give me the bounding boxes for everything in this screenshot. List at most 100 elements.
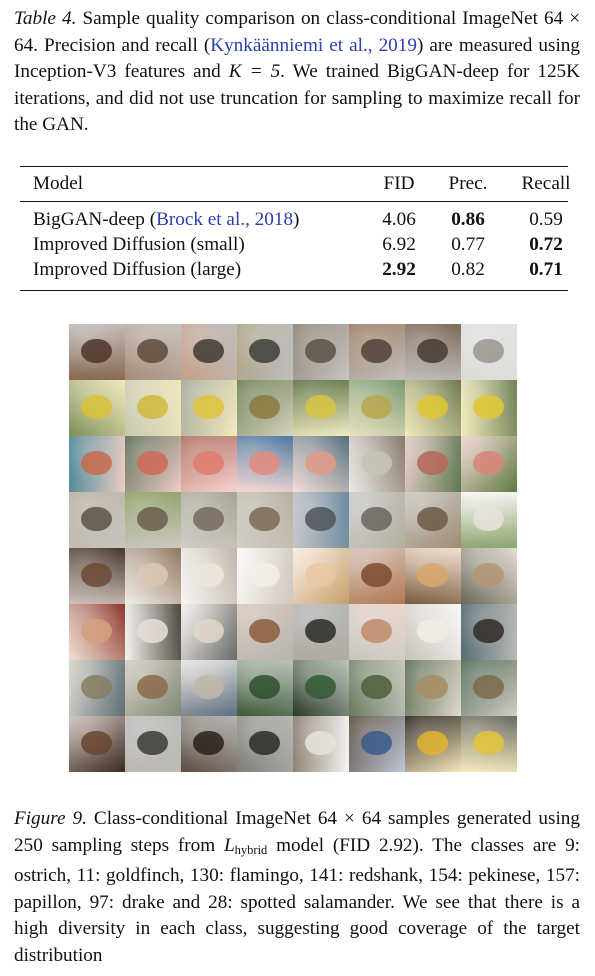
header-recall: Recall bbox=[521, 173, 571, 194]
sample-image bbox=[405, 380, 461, 436]
sample-image bbox=[405, 548, 461, 604]
math-l: L bbox=[223, 834, 235, 856]
sample-image bbox=[349, 324, 405, 380]
sample-image bbox=[461, 436, 517, 492]
sample-image bbox=[125, 716, 181, 772]
sample-image bbox=[405, 660, 461, 716]
figure-caption-text: Class-conditional ImageNet 64 × 64 sampl… bbox=[14, 808, 580, 856]
sample-image bbox=[69, 604, 125, 660]
sample-image bbox=[405, 436, 461, 492]
sample-image bbox=[181, 660, 237, 716]
table-bottom-rule bbox=[20, 290, 568, 291]
cell-precision: 0.86 bbox=[451, 209, 485, 230]
sample-image bbox=[69, 548, 125, 604]
table-caption-text-2: ) are measured using Inception-V3 featur… bbox=[14, 34, 580, 83]
sample-image bbox=[69, 436, 125, 492]
sample-image bbox=[349, 548, 405, 604]
table-row: Improved Diffusion (small) 6.92 0.77 0.7… bbox=[20, 232, 568, 257]
sample-image bbox=[293, 548, 349, 604]
sample-image bbox=[461, 716, 517, 772]
sample-image bbox=[69, 660, 125, 716]
sample-image bbox=[181, 604, 237, 660]
sample-image bbox=[237, 436, 293, 492]
sample-image bbox=[181, 380, 237, 436]
sample-image bbox=[461, 660, 517, 716]
sample-image bbox=[349, 604, 405, 660]
header-precision: Prec. bbox=[448, 173, 488, 194]
table-row: BigGAN-deep (Brock et al., 2018) 4.06 0.… bbox=[20, 207, 568, 232]
sample-image bbox=[181, 548, 237, 604]
sample-image bbox=[349, 716, 405, 772]
sample-image bbox=[237, 604, 293, 660]
table-caption-text: Sample quality comparison on class-condi… bbox=[14, 8, 581, 56]
table-label: Table 4. bbox=[14, 8, 77, 29]
sample-image bbox=[69, 716, 125, 772]
sample-image bbox=[293, 604, 349, 660]
cell-fid: 2.92 bbox=[382, 259, 416, 280]
sample-image bbox=[125, 548, 181, 604]
sample-image bbox=[293, 660, 349, 716]
sample-image bbox=[405, 492, 461, 548]
table-header-row: Model FID Prec. Recall bbox=[20, 167, 571, 201]
math-l-hybrid: Lhybrid bbox=[223, 834, 268, 857]
table-row: Improved Diffusion (large) 2.92 0.82 0.7… bbox=[20, 257, 568, 282]
sample-image bbox=[237, 324, 293, 380]
results-table: Model FID Prec. Recall BigGAN-deep (Broc… bbox=[20, 166, 571, 291]
cell-precision: 0.77 bbox=[451, 234, 485, 255]
sample-image bbox=[461, 548, 517, 604]
cell-fid: 4.06 bbox=[382, 209, 416, 230]
table-caption: Table 4. Sample quality comparison on cl… bbox=[14, 6, 580, 139]
sample-image bbox=[461, 492, 517, 548]
sample-image bbox=[405, 604, 461, 660]
paren-open: ( bbox=[149, 209, 157, 230]
cell-recall: 0.59 bbox=[529, 209, 563, 230]
math-k: K = 5 bbox=[228, 61, 281, 82]
figure-label: Figure 9. bbox=[14, 808, 87, 829]
sample-image bbox=[293, 492, 349, 548]
sample-image bbox=[181, 436, 237, 492]
sample-image bbox=[69, 380, 125, 436]
sample-image bbox=[125, 324, 181, 380]
row-model: BigGAN-deep (Brock et al., 2018) bbox=[33, 207, 299, 232]
table-top-rule bbox=[20, 166, 568, 167]
citation-link[interactable]: Brock et al., 2018 bbox=[156, 209, 294, 230]
header-fid: FID bbox=[383, 173, 415, 194]
model-name: BigGAN-deep bbox=[33, 209, 150, 230]
sample-image bbox=[125, 380, 181, 436]
sample-image bbox=[461, 604, 517, 660]
sample-image bbox=[237, 716, 293, 772]
header-model: Model bbox=[33, 173, 84, 194]
paren-close: ) bbox=[293, 209, 300, 230]
sample-image bbox=[293, 324, 349, 380]
sample-image bbox=[293, 436, 349, 492]
sample-image bbox=[237, 660, 293, 716]
citation-link[interactable]: Kynkäänniemi et al., 2019 bbox=[210, 34, 417, 56]
sample-image bbox=[461, 380, 517, 436]
sample-image bbox=[181, 716, 237, 772]
cell-recall: 0.72 bbox=[529, 234, 563, 255]
sample-image bbox=[405, 324, 461, 380]
table-caption-text-3: . We trained BigGAN-deep for 125K iterat… bbox=[14, 61, 580, 135]
cell-recall: 0.71 bbox=[529, 259, 563, 280]
figure-caption-text-2: model (FID 2.92). The classes are 9: ost… bbox=[14, 834, 580, 966]
sample-image bbox=[125, 492, 181, 548]
cell-fid: 6.92 bbox=[382, 234, 416, 255]
row-model: Improved Diffusion (large) bbox=[33, 259, 242, 280]
figure-caption: Figure 9. Class-conditional ImageNet 64 … bbox=[14, 806, 580, 969]
sample-image bbox=[293, 716, 349, 772]
sample-image bbox=[69, 324, 125, 380]
math-sub: hybrid bbox=[234, 842, 268, 857]
sample-image bbox=[125, 660, 181, 716]
sample-image bbox=[69, 492, 125, 548]
table-header-rule bbox=[20, 201, 568, 202]
sample-image bbox=[461, 324, 517, 380]
sample-image bbox=[181, 492, 237, 548]
sample-image bbox=[181, 324, 237, 380]
sample-image bbox=[349, 436, 405, 492]
sample-image bbox=[237, 380, 293, 436]
sample-image bbox=[349, 380, 405, 436]
sample-image bbox=[237, 492, 293, 548]
cell-precision: 0.82 bbox=[451, 259, 485, 280]
sample-image bbox=[349, 492, 405, 548]
sample-image bbox=[125, 436, 181, 492]
